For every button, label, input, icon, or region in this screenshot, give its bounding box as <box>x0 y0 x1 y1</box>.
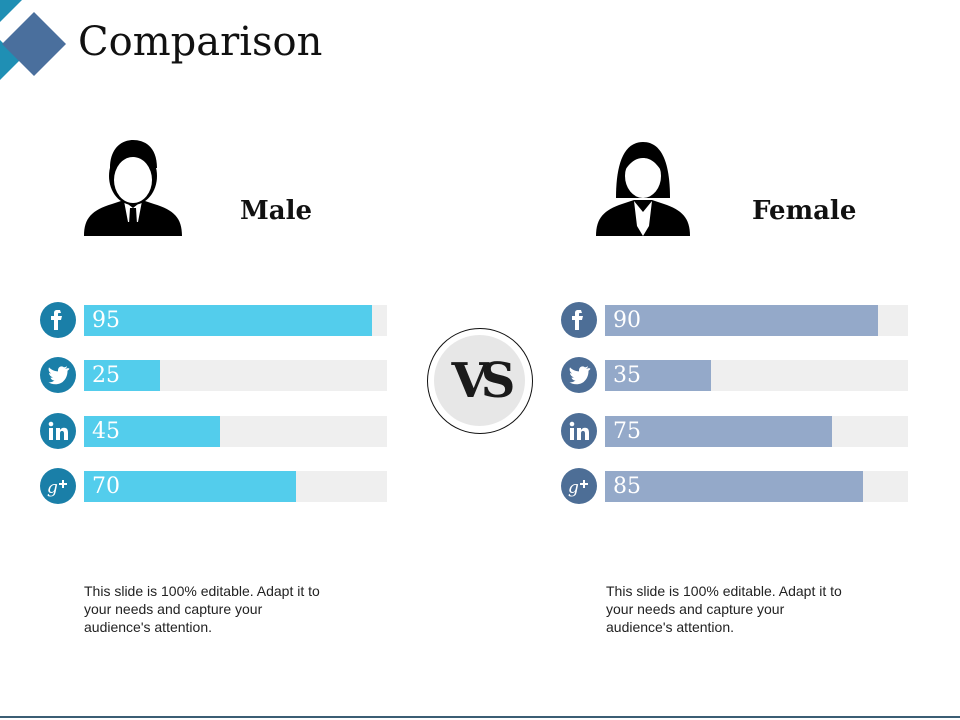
female-bar-track: 85 <box>605 471 908 502</box>
male-bar-track: 95 <box>84 305 387 336</box>
female-bar-google-plus: 85 <box>605 471 863 502</box>
twitter-icon <box>40 357 76 393</box>
female-row-linkedin: 75 <box>561 413 911 449</box>
footer-divider <box>0 716 960 718</box>
facebook-icon <box>40 302 76 338</box>
male-bar-facebook: 95 <box>84 305 372 336</box>
female-label: Female <box>752 196 857 226</box>
male-note: This slide is 100% editable. Adapt it to… <box>84 583 320 635</box>
female-value-label: 75 <box>613 419 641 444</box>
linkedin-icon <box>561 413 597 449</box>
google-plus-icon: g <box>40 468 76 504</box>
google-plus-icon: g <box>561 468 597 504</box>
male-bar-twitter: 25 <box>84 360 160 391</box>
male-row-google-plus: g 70 <box>40 468 390 504</box>
vs-badge: VS <box>427 328 533 434</box>
male-bar-linkedin: 45 <box>84 416 221 447</box>
page-title: Comparison <box>78 19 323 65</box>
female-bar-linkedin: 75 <box>605 416 833 447</box>
female-bar-track: 75 <box>605 416 908 447</box>
male-bar-track: 25 <box>84 360 387 391</box>
male-user-icon <box>84 140 182 236</box>
female-note: This slide is 100% editable. Adapt it to… <box>606 583 842 635</box>
female-bar-facebook: 90 <box>605 305 878 336</box>
male-value-label: 70 <box>92 474 120 499</box>
twitter-icon <box>561 357 597 393</box>
male-value-label: 95 <box>92 308 120 333</box>
male-value-label: 45 <box>92 419 120 444</box>
female-row-google-plus: g 85 <box>561 468 911 504</box>
male-bar-chart: 95 25 45 g 70 <box>40 302 390 507</box>
svg-text:g: g <box>568 478 579 498</box>
female-bar-twitter: 35 <box>605 360 712 391</box>
corner-diamond-decoration <box>0 0 66 80</box>
female-bar-chart: 90 35 75 g 85 <box>561 302 911 507</box>
female-bar-track: 35 <box>605 360 908 391</box>
female-user-icon <box>596 142 690 236</box>
male-value-label: 25 <box>92 363 120 388</box>
female-value-label: 85 <box>613 474 641 499</box>
male-row-twitter: 25 <box>40 357 390 393</box>
female-bar-track: 90 <box>605 305 908 336</box>
female-value-label: 35 <box>613 363 641 388</box>
female-row-facebook: 90 <box>561 302 911 338</box>
female-row-twitter: 35 <box>561 357 911 393</box>
svg-text:g: g <box>47 478 58 498</box>
male-row-facebook: 95 <box>40 302 390 338</box>
male-row-linkedin: 45 <box>40 413 390 449</box>
female-value-label: 90 <box>613 308 641 333</box>
vs-label: VS <box>434 335 525 426</box>
male-bar-track: 45 <box>84 416 387 447</box>
linkedin-icon <box>40 413 76 449</box>
male-bar-google-plus: 70 <box>84 471 297 502</box>
male-bar-track: 70 <box>84 471 387 502</box>
male-label: Male <box>240 196 313 226</box>
facebook-icon <box>561 302 597 338</box>
